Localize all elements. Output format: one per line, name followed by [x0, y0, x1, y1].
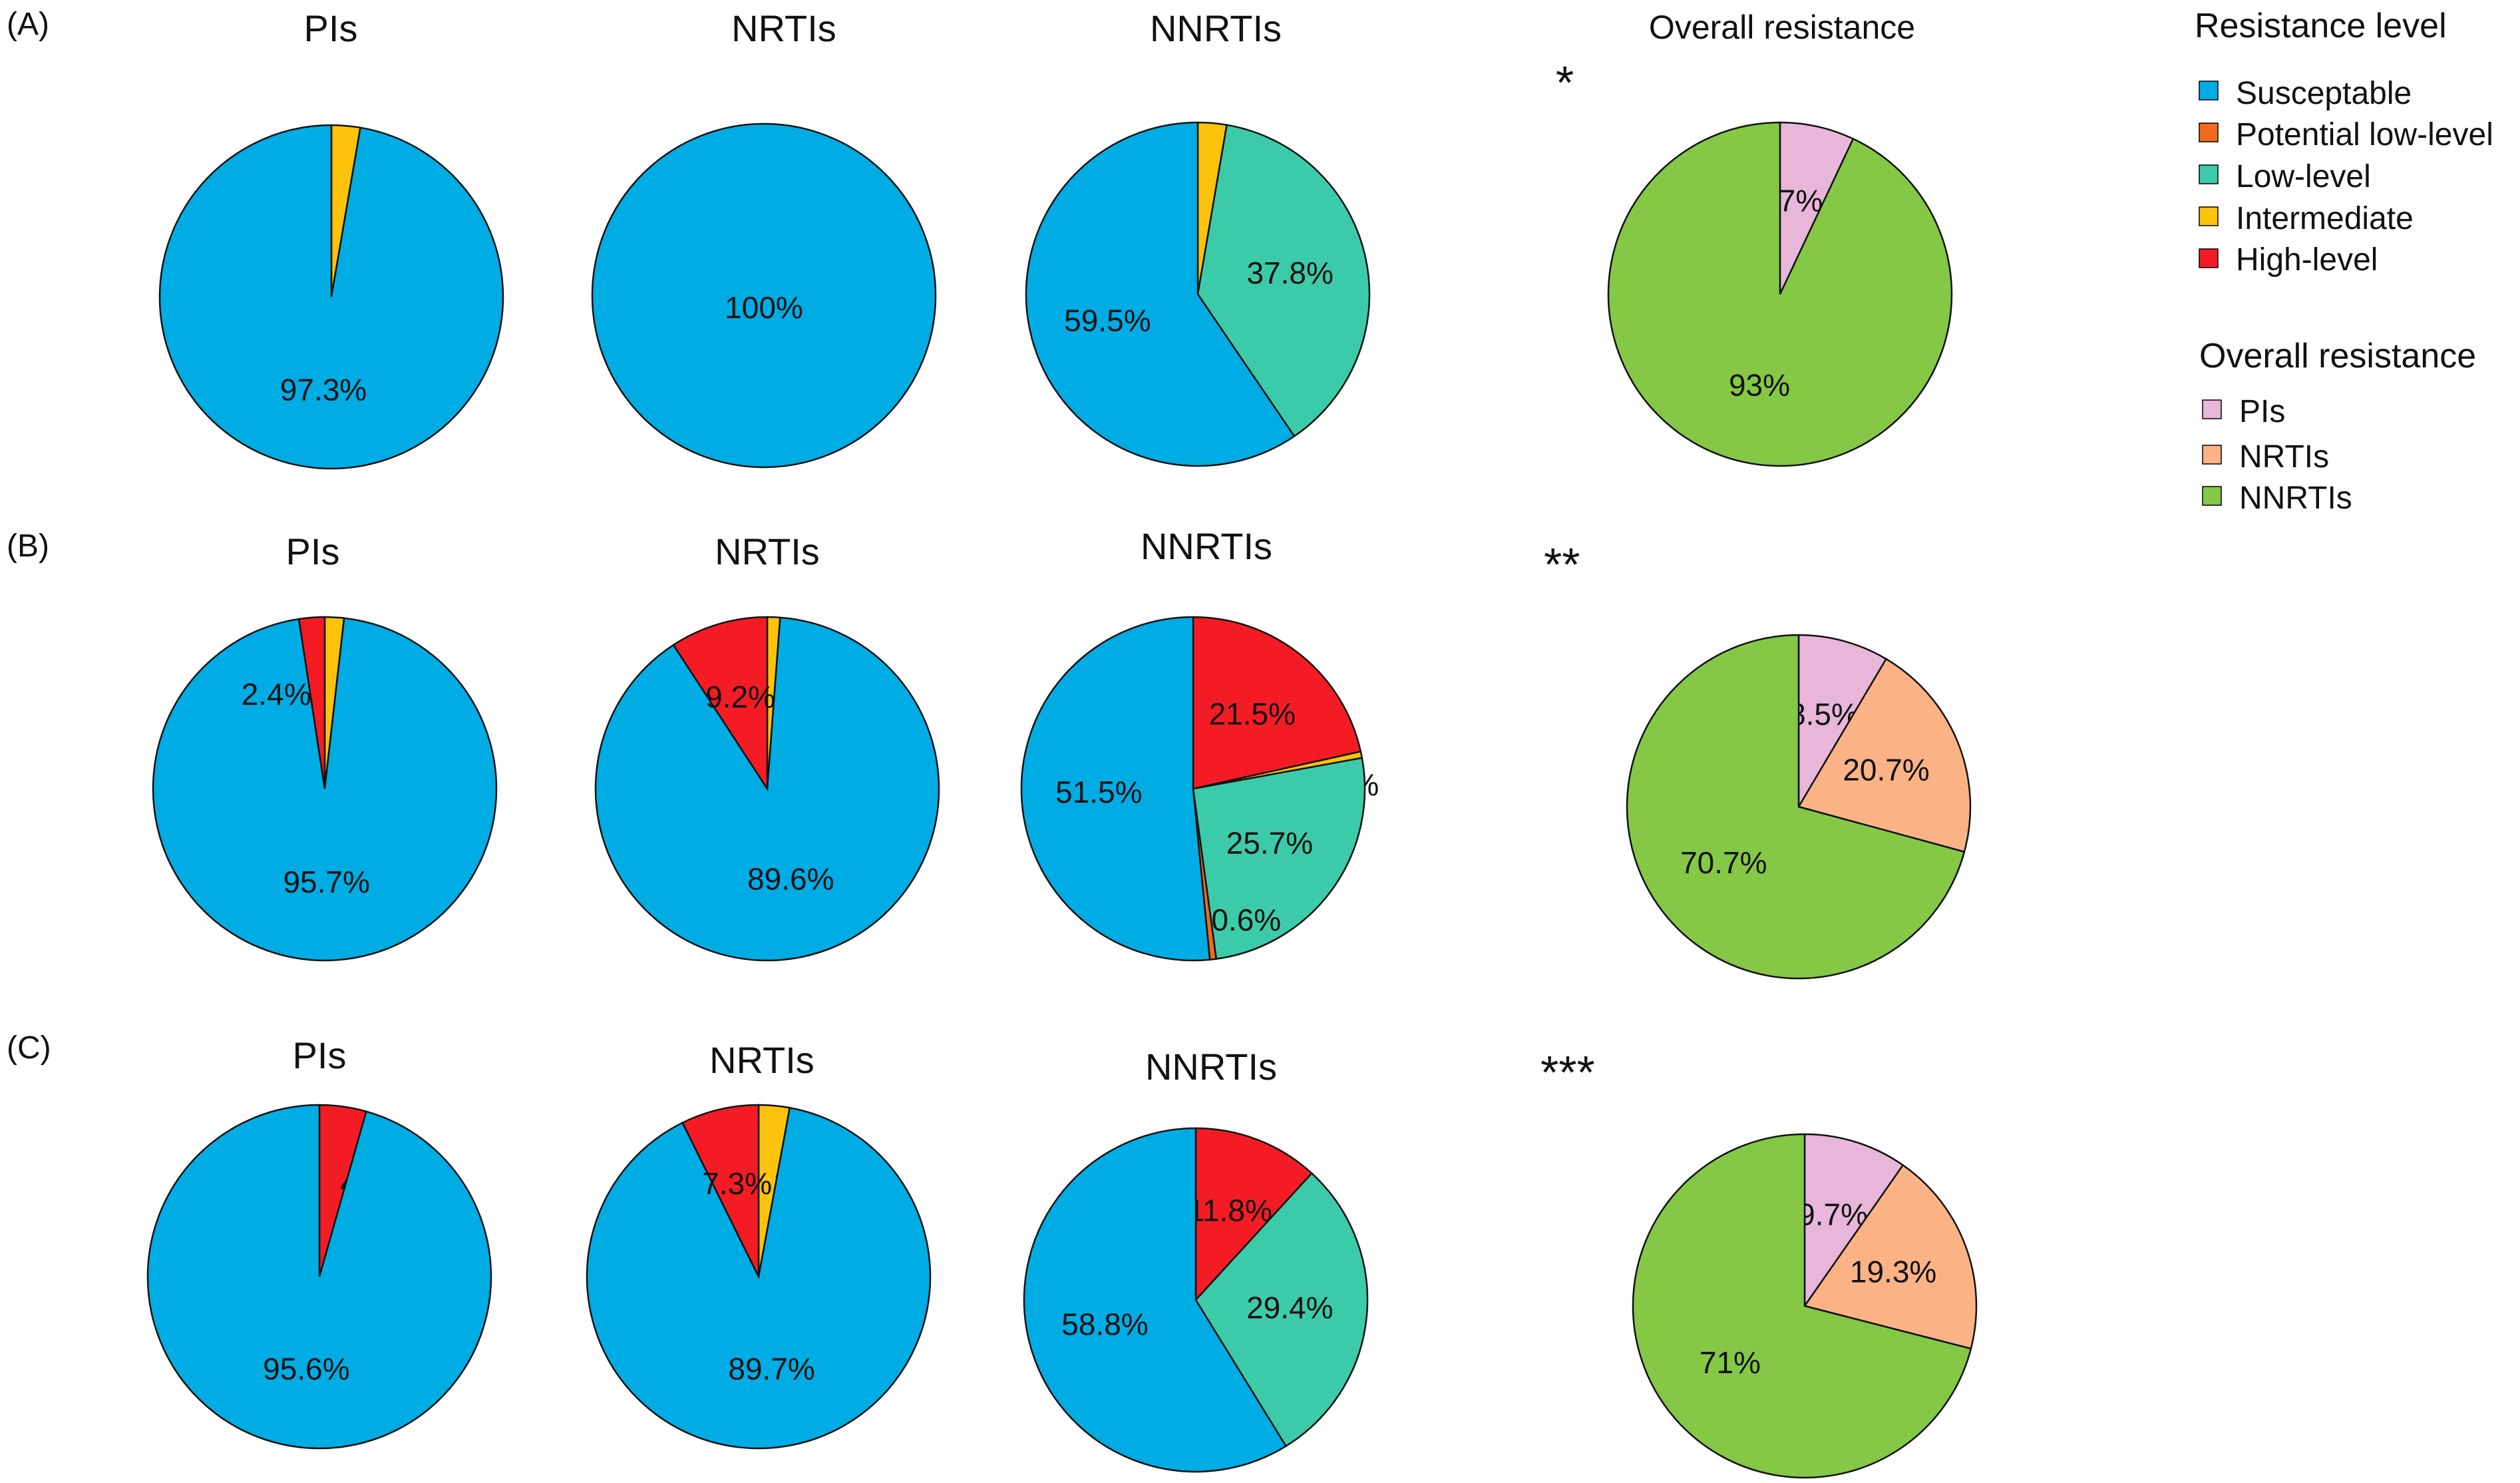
- legend-resistance-title: Resistance level: [2195, 7, 2447, 45]
- legend-swatch: [2202, 486, 2222, 506]
- panel-label-b: (B): [7, 529, 49, 564]
- pie-title-a-nrtis: NRTIs: [731, 7, 836, 49]
- pie-slice-label: 9.7%: [1798, 1197, 1868, 1232]
- legend-swatch: [2202, 399, 2222, 419]
- pie-slice-susceptable: [146, 1104, 492, 1450]
- pie-slice-label: 0.6%: [1211, 903, 1281, 937]
- legend-item-susceptable: Susceptable: [2199, 76, 2412, 111]
- legend-item-potential-low-level: Potential low-level: [2199, 117, 2493, 152]
- pie-title-c-nnrtis: NNRTIs: [1145, 1046, 1277, 1088]
- pie-slice-low-level: [1194, 1171, 1369, 1448]
- pie-slice-nnrtis: [1607, 121, 1953, 467]
- panel-label-a: (A): [7, 7, 49, 42]
- pie-title-b-pis: PIs: [286, 530, 340, 572]
- pie-slice-label: 9.2%: [705, 680, 775, 714]
- legend-item-nnrtis: NNRTIs: [2202, 481, 2352, 516]
- pie-slice-label: 95.6%: [263, 1352, 349, 1386]
- pie-slice-label: 51.5%: [1055, 775, 1142, 809]
- pie-slice-nnrtis: [1632, 1133, 1972, 1479]
- legend-item-low-level: Low-level: [2199, 159, 2371, 194]
- pie-slice-pis: [1797, 634, 1888, 810]
- pie-title-c-pis: PIs: [293, 1034, 347, 1076]
- panel-label-c: (C): [7, 1030, 51, 1066]
- legend-swatch: [2199, 81, 2219, 101]
- pie-slice-susceptable: [586, 1106, 932, 1450]
- legend-item-pis: PIs: [2202, 394, 2285, 429]
- legend-label: Intermediate: [2236, 201, 2414, 236]
- legend-swatch: [2199, 164, 2219, 184]
- pie-slice-high-level: [1194, 1127, 1314, 1303]
- pie-slice-high-level: [672, 616, 769, 792]
- legend-label: PIs: [2239, 394, 2285, 429]
- legend-label: High-level: [2236, 242, 2378, 278]
- legend-swatch: [2199, 206, 2219, 226]
- pie-slice-high-level: [1192, 616, 1362, 790]
- pie-slice-label: 25.7%: [1226, 825, 1313, 860]
- pie-slice-label: 7.3%: [702, 1166, 772, 1201]
- pie-slice-label: 93%: [1729, 368, 1790, 403]
- pie-slice-low-level: [1192, 757, 1366, 960]
- pie-slice-label: 19.3%: [1850, 1255, 1936, 1289]
- pie-slice-nrtis: [1797, 658, 1972, 853]
- pie-slice-nnrtis: [1626, 634, 1966, 980]
- pie-slice-pis: [1779, 121, 1855, 295]
- pie-slice-label: 20.7%: [1843, 753, 1929, 787]
- pie-title-a-pis: PIs: [304, 7, 358, 49]
- pie-slice-nrtis: [1803, 1164, 1978, 1350]
- pie-slice-susceptable: [1025, 121, 1296, 467]
- pie-title-b-nnrtis: NNRTIs: [1141, 525, 1272, 567]
- significance-marker-a: *: [1556, 57, 1574, 108]
- pie-title-a-nnrtis: NNRTIs: [1150, 7, 1282, 49]
- legend-label: NRTIs: [2239, 439, 2329, 475]
- legend-swatch: [2199, 122, 2219, 142]
- pie-slice-high-level: [297, 616, 326, 789]
- pie-slice-label: 97.3%: [280, 372, 367, 407]
- pie-slice-pis: [1803, 1133, 1904, 1309]
- legend-swatch: [2199, 248, 2219, 268]
- pie-title-b-nrtis: NRTIs: [715, 530, 820, 572]
- pie-slice-high-level: [681, 1104, 760, 1277]
- legend-item-high-level: High-level: [2199, 242, 2378, 278]
- pie-slice-label: 21.5%: [1209, 696, 1296, 731]
- pie-slice-label: 95.7%: [283, 865, 369, 899]
- pie-slice-label: 89.6%: [747, 861, 834, 896]
- pie-slice-label: 100%: [725, 290, 803, 325]
- pie-slice-label: 7%: [1779, 184, 1823, 218]
- pie-slice-susceptable: [1020, 616, 1211, 962]
- pie-slice-label: 71%: [1700, 1345, 1761, 1380]
- pie-slice-susceptable: [158, 124, 504, 470]
- pie-slice-label: 59.5%: [1064, 304, 1151, 338]
- pie-slice-label: 58.8%: [1061, 1307, 1148, 1342]
- significance-marker-b: **: [1544, 538, 1580, 590]
- legend-item-intermediate: Intermediate: [2199, 201, 2414, 236]
- pie-slice-label: 29.4%: [1246, 1290, 1333, 1325]
- legend-swatch: [2202, 445, 2222, 465]
- legend-label: NNRTIs: [2239, 481, 2352, 516]
- pie-slice-label: 11.8%: [1188, 1193, 1272, 1228]
- pie-slice-susceptable: [152, 617, 498, 962]
- pie-charts: 2.7%97.3%100%2.7%37.8%59.5%7%93%1.8%95.7…: [146, 121, 1978, 1479]
- legend-overall-title: Overall resistance: [2199, 337, 2476, 375]
- pie-slice-label: 2.4%: [242, 677, 311, 712]
- legend-label: Low-level: [2236, 159, 2371, 194]
- pie-title-a-overall: Overall resistance: [1649, 9, 1915, 46]
- legend-label: Potential low-level: [2236, 117, 2493, 152]
- pie-slice-low-level: [1196, 124, 1371, 438]
- pie-slice-susceptable: [591, 122, 937, 469]
- pie-slice-label: 70.7%: [1680, 845, 1767, 880]
- legend-label: Susceptable: [2236, 76, 2412, 111]
- pie-title-c-nrtis: NRTIs: [709, 1039, 814, 1081]
- legend-item-nrtis: NRTIs: [2202, 439, 2329, 475]
- significance-marker-c: ***: [1540, 1046, 1595, 1098]
- pie-slice-label: 37.8%: [1246, 256, 1333, 290]
- pie-slice-susceptable: [1023, 1127, 1288, 1473]
- pie-slice-label: 89.7%: [728, 1352, 814, 1386]
